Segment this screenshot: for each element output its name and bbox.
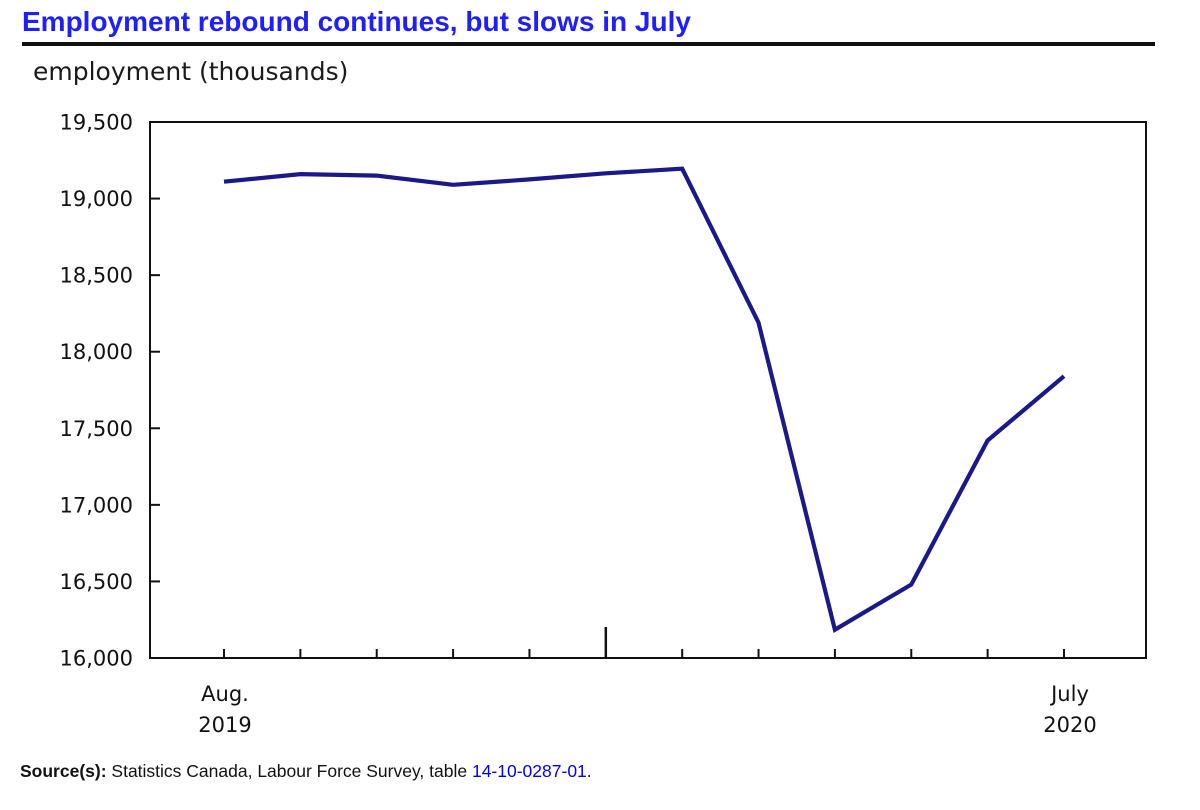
y-tick-label: 16,000 [60, 647, 133, 671]
source-text: Statistics Canada, Labour Force Survey, … [106, 761, 472, 781]
page-title: Employment rebound continues, but slows … [22, 6, 691, 37]
chart-y-unit-label: employment (thousands) [33, 57, 349, 86]
x-axis-label: July [1049, 682, 1089, 706]
y-tick-label: 18,000 [60, 340, 133, 364]
chart-area: 16,000 16,500 17,000 17,500 18,000 18,500 19,0… [60, 111, 1147, 737]
source-note: Source(s): Statistics Canada, Labour For… [20, 761, 592, 782]
employment-line-chart: 16,000 16,500 17,000 17,500 18,000 18,500 19,0… [60, 111, 1147, 737]
y-tick-label: 18,500 [60, 264, 133, 288]
y-tick-label: 19,000 [60, 187, 133, 211]
y-tick-label: 17,000 [60, 493, 133, 517]
y-tick-label: 17,500 [60, 417, 133, 441]
x-axis-label: Aug. [201, 682, 249, 706]
x-axis-label: 2020 [1043, 713, 1096, 737]
plot-border [149, 121, 1147, 659]
title-rule [22, 42, 1155, 46]
source-label: Source(s): [20, 761, 107, 781]
y-tick-label: 19,500 [60, 111, 133, 135]
source-period: . [586, 761, 592, 781]
y-tick-label: 16,500 [60, 570, 133, 594]
table-link[interactable]: 14-10-0287-01 [471, 761, 587, 781]
employment-series-line [223, 166, 1066, 633]
x-axis-label: 2019 [198, 713, 251, 737]
